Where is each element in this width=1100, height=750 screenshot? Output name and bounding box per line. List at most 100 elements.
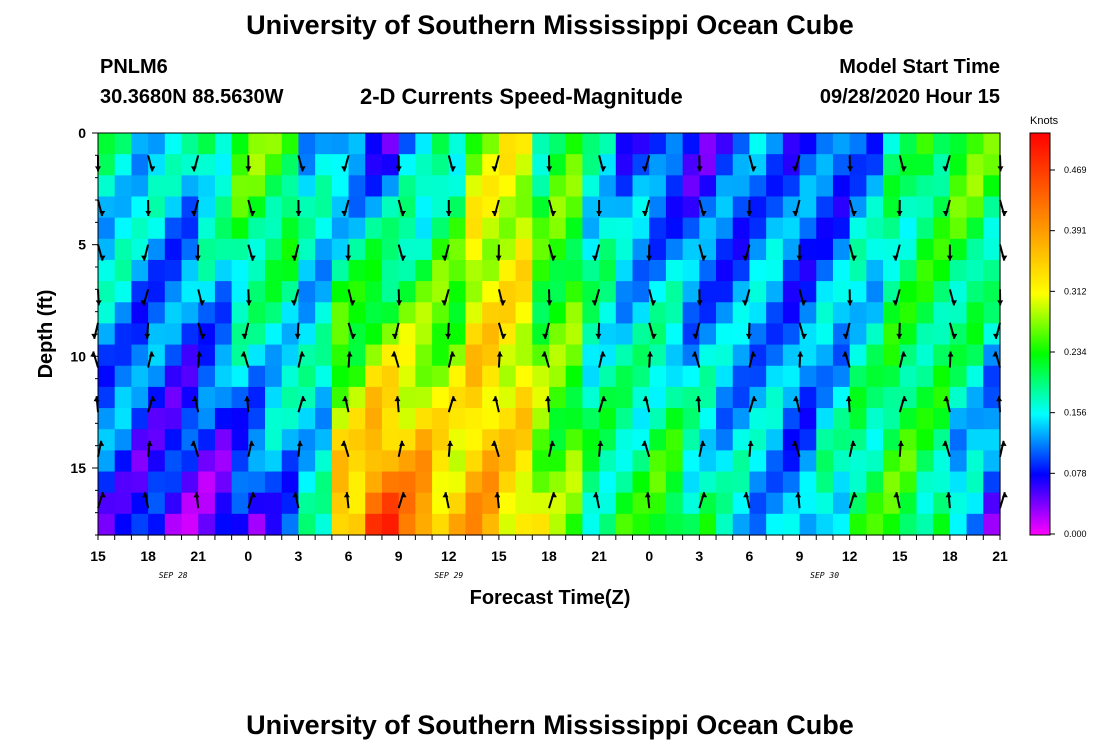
heatmap-cell — [766, 513, 784, 536]
heatmap-cell — [732, 365, 751, 388]
heatmap-cell — [983, 175, 1001, 198]
heatmap-cell — [98, 450, 116, 473]
x-tick-label: 21 — [591, 548, 607, 564]
heatmap-cell — [615, 196, 634, 219]
heatmap-cell — [832, 259, 851, 282]
heatmap-cell — [248, 133, 266, 155]
x-tick-label: 15 — [892, 548, 908, 564]
heatmap-cell — [214, 492, 233, 515]
y-tick-label: 10 — [70, 348, 86, 364]
heatmap-cell — [465, 471, 483, 494]
heatmap-cell — [331, 492, 350, 515]
heatmap-cell — [432, 259, 450, 282]
current-arrow-head — [696, 166, 703, 172]
heatmap-cell — [148, 217, 166, 240]
heatmap-cell — [532, 386, 550, 409]
heatmap-cell — [799, 154, 817, 176]
current-arrow-head — [99, 492, 106, 498]
heatmap-cell — [665, 281, 684, 303]
heatmap-cell — [749, 344, 767, 367]
heatmap-cell — [582, 154, 600, 176]
current-arrow-head — [249, 255, 256, 261]
heatmap-cell — [465, 133, 483, 155]
current-arrow-head — [500, 333, 507, 339]
heatmap-cell — [849, 302, 867, 325]
heatmap-cell — [565, 429, 583, 451]
heatmap-cell — [198, 492, 216, 515]
heatmap-cell — [114, 175, 132, 198]
heatmap-cell — [298, 133, 316, 155]
heatmap-cell — [331, 217, 350, 240]
heatmap-cell — [148, 196, 166, 219]
heatmap-cell — [649, 238, 667, 261]
heatmap-cell — [164, 344, 183, 367]
heatmap-cell — [415, 302, 433, 325]
x-tick-label: 6 — [345, 548, 353, 564]
heatmap-cell — [832, 492, 851, 515]
heatmap-cell — [131, 513, 149, 536]
heatmap-cell — [599, 429, 617, 451]
heatmap-cell — [515, 513, 533, 536]
x-tick-label: 15 — [491, 548, 507, 564]
heatmap-cell — [348, 386, 366, 409]
heatmap-cell — [214, 513, 233, 536]
heatmap-cell — [632, 133, 650, 155]
current-arrow-head — [194, 255, 201, 261]
heatmap-cell — [148, 133, 166, 155]
heatmap-cell — [599, 471, 617, 494]
heatmap-cell — [933, 492, 951, 515]
heatmap-cell — [816, 196, 834, 219]
heatmap-cell — [949, 154, 968, 176]
heatmap-cell — [883, 133, 901, 155]
heatmap-cell — [365, 133, 383, 155]
heatmap-cell — [515, 492, 533, 515]
heatmap-cell — [498, 386, 517, 409]
heatmap-cell — [716, 492, 734, 515]
current-arrow-head — [149, 396, 156, 402]
heatmap-cell — [432, 386, 450, 409]
heatmap-cell — [214, 429, 233, 451]
heatmap-cell — [983, 217, 1001, 240]
current-arrow-head — [743, 492, 750, 498]
speed-heatmap — [98, 133, 1001, 536]
current-arrow-head — [750, 351, 757, 357]
heatmap-cell — [114, 238, 132, 261]
heatmap-cell — [799, 513, 817, 536]
heatmap-cell — [98, 238, 116, 261]
heatmap-cell — [465, 323, 483, 346]
heatmap-cell — [699, 450, 717, 473]
heatmap-cell — [498, 281, 517, 303]
heatmap-cell — [632, 450, 650, 473]
heatmap-cell — [415, 175, 433, 198]
current-arrow-head — [741, 300, 748, 306]
heatmap-cell — [415, 323, 433, 346]
footer-title: University of Southern Mississippi Ocean… — [246, 710, 854, 740]
heatmap-cell — [933, 471, 951, 494]
y-axis: 0 5 10 15 — [70, 125, 98, 536]
x-tick-label: 18 — [140, 548, 156, 564]
heatmap-cell — [164, 386, 183, 409]
current-arrow-head — [797, 351, 804, 357]
heatmap-cell — [415, 154, 433, 176]
heatmap-cell — [782, 238, 801, 261]
heatmap-cell — [899, 365, 918, 388]
heatmap-cell — [933, 365, 951, 388]
heatmap-cell — [832, 217, 851, 240]
heatmap-cell — [448, 217, 467, 240]
heatmap-cell — [665, 154, 684, 176]
heatmap-cell — [148, 344, 166, 367]
heatmap-cell — [883, 429, 901, 451]
heatmap-cell — [381, 133, 400, 155]
heatmap-cell — [949, 323, 968, 346]
heatmap-cell — [448, 450, 467, 473]
heatmap-cell — [448, 429, 467, 451]
heatmap-cell — [281, 513, 300, 536]
heatmap-cell — [148, 429, 166, 451]
heatmap-cell — [498, 323, 517, 346]
heatmap-cell — [749, 302, 767, 325]
heatmap-cell — [231, 154, 249, 176]
heatmap-cell — [131, 259, 149, 282]
heatmap-cell — [549, 471, 567, 494]
heatmap-cell — [98, 323, 116, 346]
